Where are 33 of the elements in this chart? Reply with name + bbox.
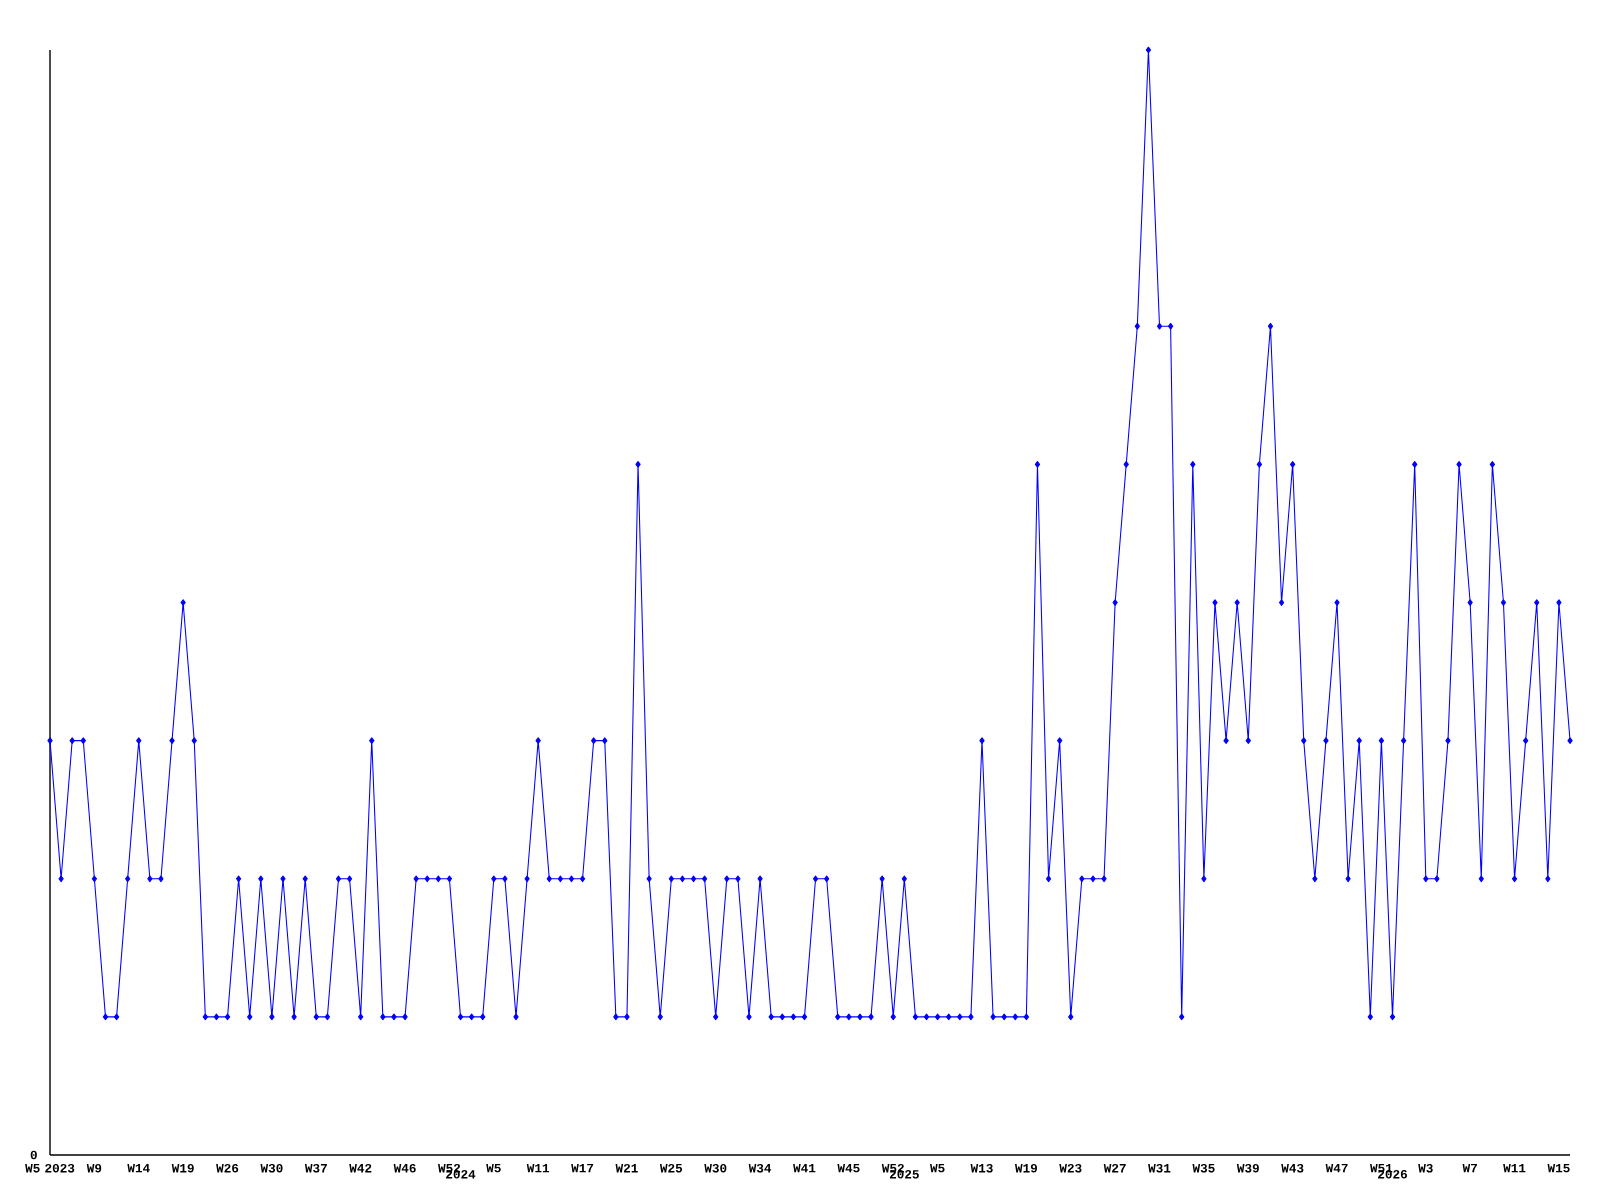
x-tick-label: W30: [704, 1163, 727, 1173]
x-tick-label: W15: [1547, 1163, 1570, 1173]
x-tick-label: W41: [793, 1163, 816, 1173]
x-tick-label: W39: [1236, 1163, 1259, 1173]
x-tick-label: W43: [1281, 1163, 1304, 1173]
x-tick-label: W13: [970, 1163, 993, 1173]
x-tick-label: W11: [1503, 1163, 1526, 1173]
x-tick-label: W3: [1418, 1163, 1433, 1173]
x-tick-label: W17: [571, 1163, 594, 1173]
x-tick-label: W11: [526, 1163, 550, 1173]
x-tick-label: W21: [615, 1163, 638, 1173]
x-tick-label: W30: [260, 1163, 283, 1173]
x-tick-label: W5: [486, 1163, 501, 1173]
x-tick-label: W47: [1325, 1163, 1348, 1173]
x-tick-label: W46: [393, 1163, 416, 1173]
x-tick-label: W37: [304, 1163, 327, 1173]
x-tick-label: W5 2023: [25, 1163, 75, 1173]
x-tick-label: W19: [1014, 1163, 1037, 1173]
x-tick-label: W31: [1148, 1163, 1171, 1173]
x-tick-label: W27: [1103, 1163, 1126, 1173]
x-tick-label: W25: [659, 1163, 683, 1173]
x-tick-label: W26: [216, 1163, 239, 1173]
x-tick-label: W7: [1462, 1163, 1477, 1173]
x-tick-label: W19: [171, 1163, 194, 1173]
x-tick-label: W35: [1192, 1163, 1215, 1173]
text: 0: [30, 1150, 37, 1160]
x-tick-label: W9: [86, 1163, 102, 1173]
x-tick-label: W45: [837, 1163, 860, 1173]
x-tick-label: W42: [349, 1163, 372, 1173]
x-tick-label: W34: [748, 1163, 772, 1173]
x-tick-label: W23: [1059, 1163, 1082, 1173]
x-tick-label: W5: [930, 1163, 945, 1173]
x-tick-label: W14: [127, 1163, 150, 1173]
